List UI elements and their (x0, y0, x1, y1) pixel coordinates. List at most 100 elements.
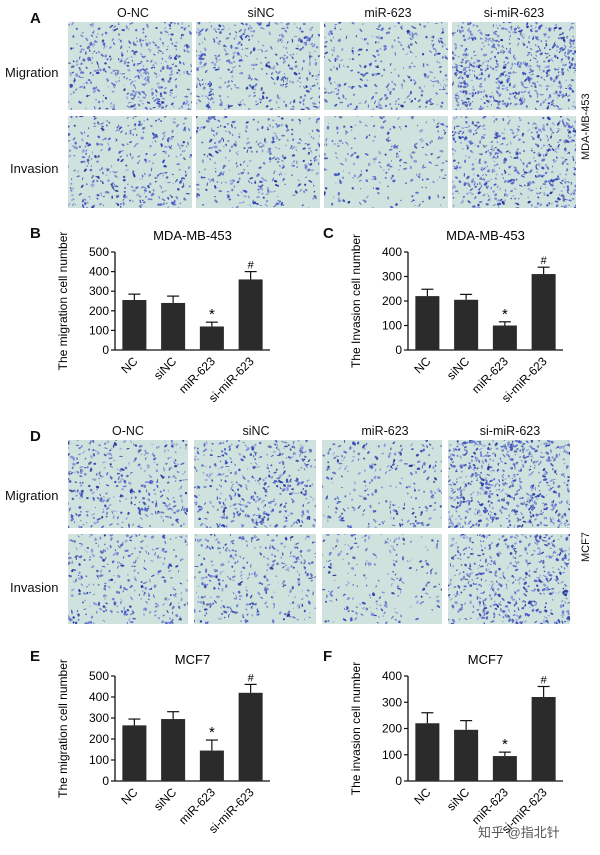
y-tick-label: 400 (382, 669, 402, 683)
panel-letter-e: E (30, 648, 41, 665)
bar (161, 719, 186, 781)
mda-cell-line-label: MDA-MB-453 (580, 93, 592, 160)
x-tick-label: siNC (444, 785, 473, 814)
bar (492, 756, 517, 781)
cell-texture (322, 440, 442, 528)
micrograph (68, 22, 192, 110)
cell-texture (196, 116, 320, 208)
error-bar (244, 270, 257, 280)
x-tick-label: siNC (444, 354, 473, 383)
significance-marker: * (209, 306, 215, 323)
y-tick-label: 300 (382, 695, 402, 709)
y-tick-label: 400 (89, 690, 109, 704)
cell-texture (322, 534, 442, 624)
bar (531, 697, 556, 781)
cell-texture (194, 440, 316, 528)
cell-texture (68, 534, 188, 624)
y-axis-label: The invasion cell number (349, 662, 363, 795)
micrograph (324, 116, 448, 208)
error-bar (460, 293, 473, 300)
bar (492, 325, 517, 350)
error-bar (498, 321, 511, 326)
error-bar (244, 683, 257, 693)
micrograph (68, 116, 192, 208)
error-bar (537, 685, 550, 697)
bar (415, 723, 440, 781)
y-tick-label: 300 (89, 284, 109, 298)
bar (161, 302, 186, 350)
panel-letter-f: F (323, 648, 333, 665)
x-tick-label: NC (118, 785, 140, 807)
bar (531, 274, 556, 350)
mcf7-row-header-invasion: Invasion (10, 580, 59, 595)
y-tick-label: 200 (382, 722, 402, 736)
bar (238, 692, 263, 781)
panel-letter-b: B (30, 225, 41, 242)
mcf7-col-header: siNC (242, 424, 270, 438)
bar (122, 725, 147, 781)
cell-texture (194, 534, 316, 624)
error-bar (167, 295, 180, 303)
bar (454, 729, 479, 781)
cell-texture (68, 116, 192, 208)
mda-col-header: si-miR-623 (483, 6, 545, 20)
error-bar (421, 712, 434, 724)
y-tick-label: 100 (89, 753, 109, 767)
cell-texture (196, 22, 320, 110)
panel-letter-a: A (30, 10, 41, 27)
significance-marker: # (541, 675, 548, 687)
significance-marker: # (248, 672, 255, 684)
micrograph (68, 440, 188, 528)
mda-col-header: miR-623 (364, 6, 412, 20)
significance-marker: * (209, 724, 215, 741)
y-tick-label: 0 (395, 343, 402, 357)
significance-marker: # (248, 260, 255, 272)
y-tick-label: 100 (382, 748, 402, 762)
error-bar (205, 321, 218, 327)
chart-b: MDA-MB-453 The migration cell number 0 100 2… (56, 228, 270, 405)
y-tick-label: 0 (102, 774, 109, 788)
chart-title: MCF7 (175, 652, 210, 667)
chart-title: MDA-MB-453 (153, 228, 232, 243)
bar (454, 299, 479, 350)
micrograph (194, 534, 316, 624)
mda-col-header: O-NC (117, 6, 149, 20)
error-bar (167, 711, 180, 720)
chart-e: MCF7 The migration cell number 0 100 200 300 4… (56, 652, 270, 836)
cell-texture (68, 22, 192, 110)
mda-col-header: siNC (247, 6, 275, 20)
cell-texture (68, 440, 188, 528)
y-axis-label: The migration cell number (56, 232, 70, 371)
chart-f: MCF7 The invasion cell number 0 100 200 300 40… (349, 652, 563, 836)
mcf7-col-header: si-miR-623 (479, 424, 541, 438)
y-tick-label: 100 (382, 319, 402, 333)
y-tick-label: 500 (89, 245, 109, 259)
cell-texture (448, 440, 570, 528)
micrograph (324, 22, 448, 110)
bar (199, 326, 224, 350)
micrograph (448, 440, 570, 528)
y-tick-label: 200 (89, 732, 109, 746)
y-axis-label: The migration cell number (56, 659, 70, 798)
micrograph (68, 534, 188, 624)
micrograph (322, 534, 442, 624)
mcf7-col-header: miR-623 (361, 424, 409, 438)
micrograph (196, 22, 320, 110)
cell-texture (448, 534, 570, 624)
panel-letter-d: D (30, 428, 41, 445)
panel-letter-c: C (323, 225, 334, 242)
error-bar (498, 751, 511, 757)
x-tick-label: NC (118, 354, 140, 376)
micrograph (322, 440, 442, 528)
cell-texture (452, 116, 576, 208)
x-tick-label: siNC (151, 785, 180, 814)
error-bar (205, 739, 218, 751)
error-bar (128, 718, 141, 726)
significance-marker: * (502, 306, 508, 323)
y-tick-label: 400 (382, 245, 402, 259)
significance-marker: * (502, 736, 508, 753)
mda-row-header-invasion: Invasion (10, 161, 59, 176)
mcf7-cell-line-label: MCF7 (580, 532, 592, 562)
micrograph (196, 116, 320, 208)
y-tick-label: 500 (89, 669, 109, 683)
